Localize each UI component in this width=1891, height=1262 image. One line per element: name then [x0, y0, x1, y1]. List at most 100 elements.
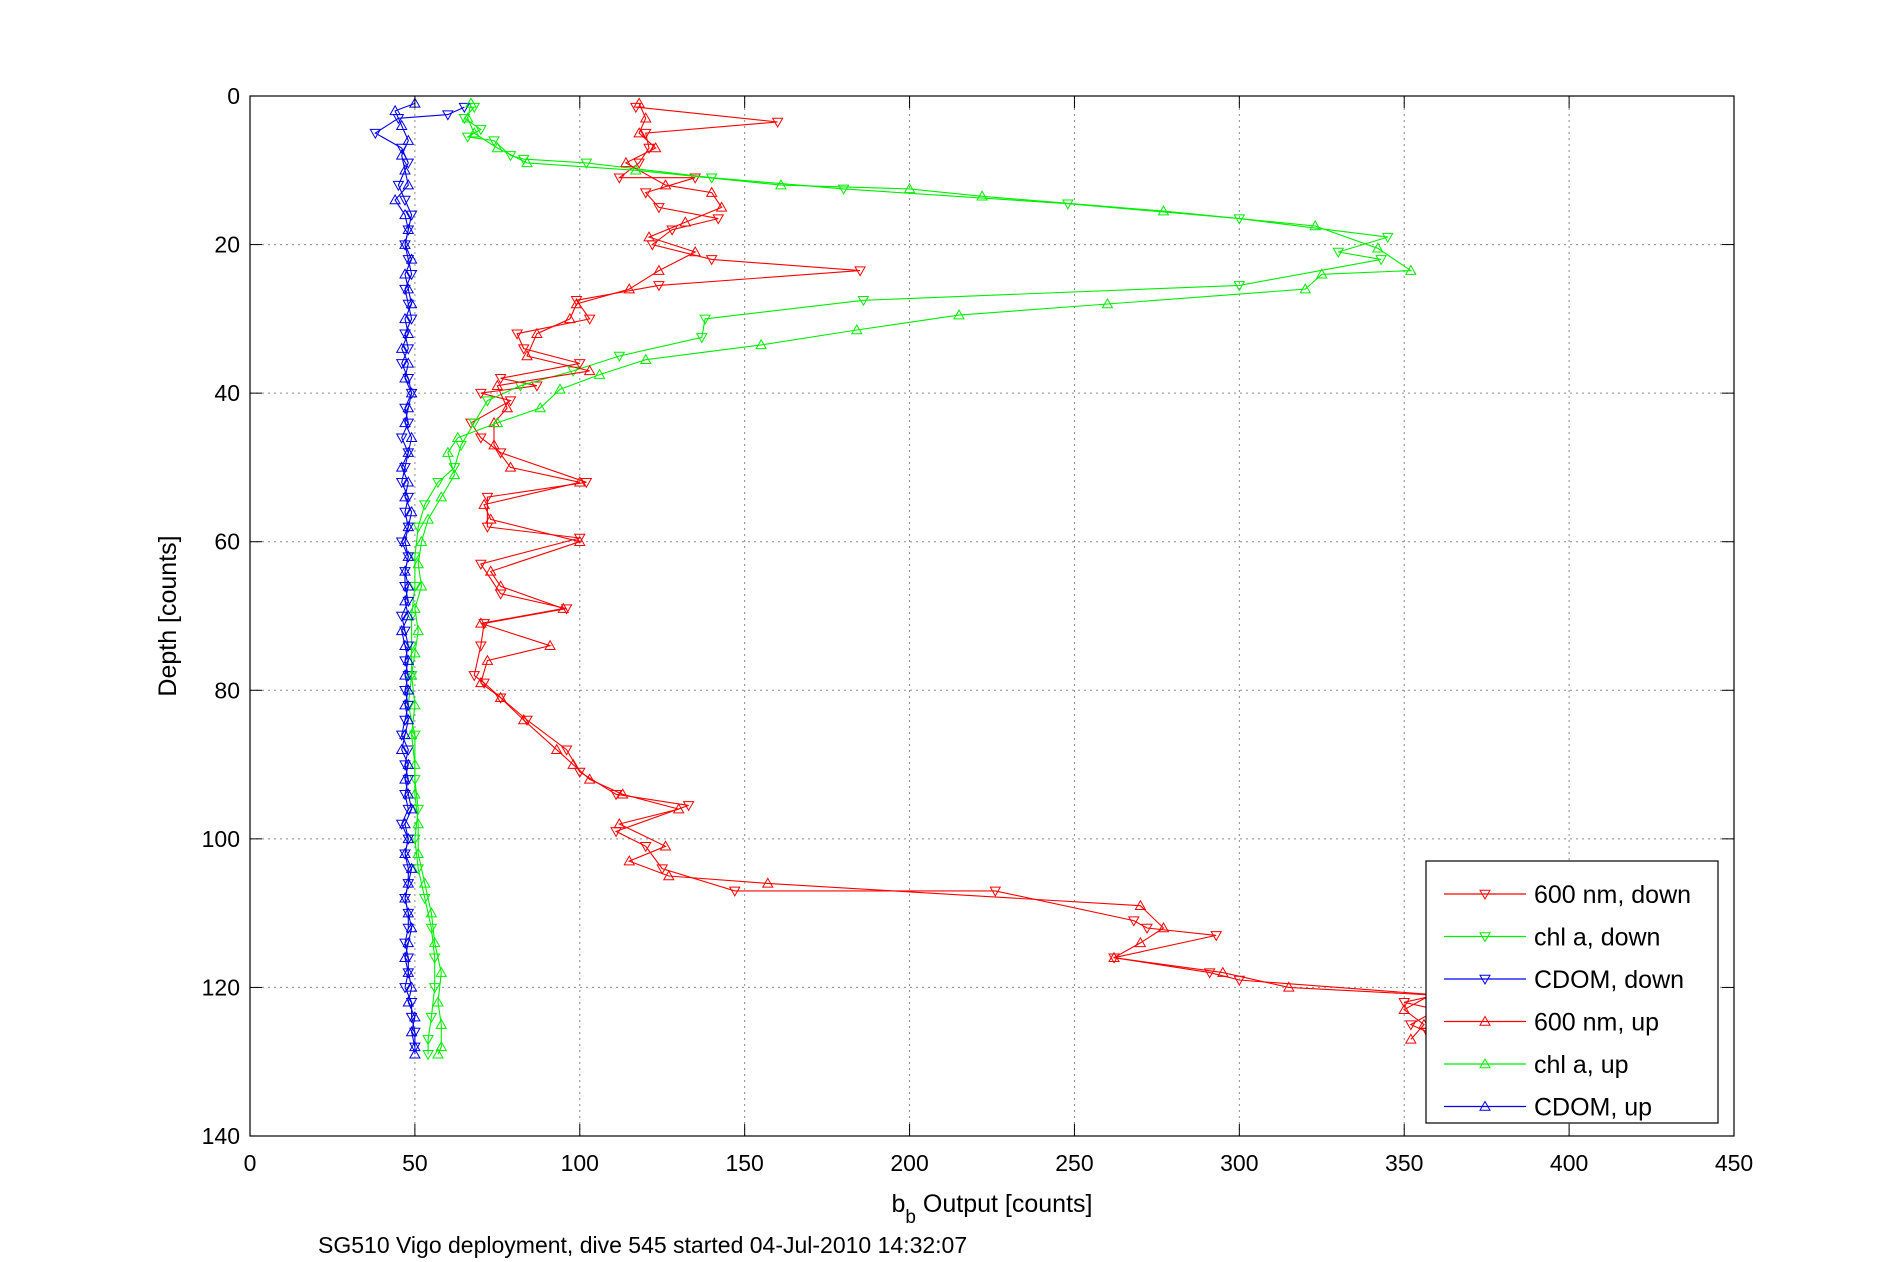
data-point: [412, 864, 425, 875]
data-point: [418, 894, 431, 905]
data-point: [409, 602, 421, 613]
data-point: [435, 1018, 448, 1029]
data-point: [771, 117, 784, 129]
data-point: [402, 966, 415, 977]
x-tick-label: 200: [890, 1150, 928, 1176]
data-point: [418, 500, 431, 511]
data-point: [395, 478, 408, 489]
data-point: [432, 996, 444, 1007]
data-point: [639, 128, 652, 140]
y-tick-label: 80: [214, 677, 240, 703]
x-tick-label: 250: [1055, 1150, 1093, 1176]
data-point: [405, 505, 418, 517]
data-point: [412, 624, 425, 636]
data-point: [1203, 968, 1216, 979]
data-point: [395, 611, 408, 623]
data-point: [402, 448, 415, 459]
data-point: [903, 182, 916, 194]
data-point: [399, 639, 411, 650]
data-point: [395, 149, 408, 160]
data-point: [405, 210, 418, 221]
data-point: [402, 864, 415, 875]
data-point: [395, 743, 408, 754]
data-point: [399, 669, 411, 680]
data-point: [409, 834, 421, 845]
data-point: [613, 173, 626, 184]
data-point: [399, 268, 411, 279]
legend-box: [1425, 860, 1719, 1124]
data-point: [402, 357, 415, 368]
data-point: [442, 446, 454, 457]
data-point: [1398, 1003, 1411, 1014]
data-point: [389, 193, 401, 205]
data-point: [451, 431, 464, 442]
data-point: [564, 312, 576, 324]
data-point: [405, 387, 418, 398]
data-point: [468, 671, 481, 682]
data-point: [504, 461, 517, 472]
legend-entry: 600 nm, down: [1444, 881, 1691, 909]
data-point: [468, 418, 481, 429]
data-point: [465, 97, 477, 108]
data-point: [402, 654, 415, 665]
data-point: [478, 498, 491, 509]
data-point: [705, 186, 718, 197]
data-point: [620, 156, 632, 168]
data-point: [1404, 1020, 1417, 1031]
ticks: 0 50 100 150 200 250 300 350 400 450 0 20 40 60 80 100 1…: [202, 83, 1754, 1176]
data-point: [392, 180, 405, 192]
data-point: [422, 513, 434, 524]
legend-label: CDOM, down: [1534, 966, 1684, 994]
data-point: [412, 817, 425, 829]
data-point: [682, 801, 695, 812]
data-point: [1381, 232, 1394, 244]
data-point: [409, 552, 421, 563]
legend-entry: chl a, up: [1444, 1051, 1629, 1079]
data-point: [402, 283, 415, 294]
data-point: [409, 699, 421, 710]
data-point: [458, 102, 471, 114]
data-point: [554, 383, 566, 394]
data-point: [432, 1048, 444, 1059]
data-point: [474, 433, 487, 444]
data-point: [837, 184, 850, 195]
data-point: [409, 1011, 421, 1022]
data-point: [399, 208, 411, 220]
data-point: [402, 968, 415, 979]
data-point: [494, 448, 507, 459]
legend-entry: CDOM, up: [1444, 1094, 1652, 1122]
data-point: [705, 255, 718, 266]
data-point: [395, 730, 408, 741]
data-point: [409, 1042, 421, 1053]
data-point: [399, 892, 411, 903]
data-point: [405, 728, 418, 740]
data-point: [643, 231, 655, 242]
data-point: [405, 297, 418, 309]
grid: [250, 96, 1734, 1136]
data-point: [402, 522, 415, 533]
data-point: [409, 647, 421, 658]
y-tick-label: 120: [202, 974, 240, 1000]
data-point: [1127, 916, 1140, 927]
data-point: [488, 439, 500, 450]
data-point: [432, 478, 444, 489]
legend-label: chl a, down: [1534, 924, 1660, 952]
y-axis-title: Depth [counts]: [154, 535, 182, 696]
legend-label: chl a, up: [1534, 1051, 1629, 1079]
data-point: [399, 728, 411, 740]
data-point: [435, 966, 448, 977]
x-tick-label: 50: [402, 1150, 428, 1176]
data-point: [405, 1012, 418, 1024]
data-point: [402, 758, 415, 769]
data-point: [583, 773, 596, 784]
data-point: [494, 691, 507, 702]
data-point: [517, 713, 530, 725]
data-point: [399, 699, 411, 710]
data-point: [666, 225, 678, 236]
data-point: [583, 364, 596, 376]
data-point: [679, 216, 692, 227]
data-point: [639, 353, 652, 364]
data-point: [639, 112, 652, 123]
data-point: [402, 907, 415, 918]
data-point: [1210, 931, 1223, 942]
